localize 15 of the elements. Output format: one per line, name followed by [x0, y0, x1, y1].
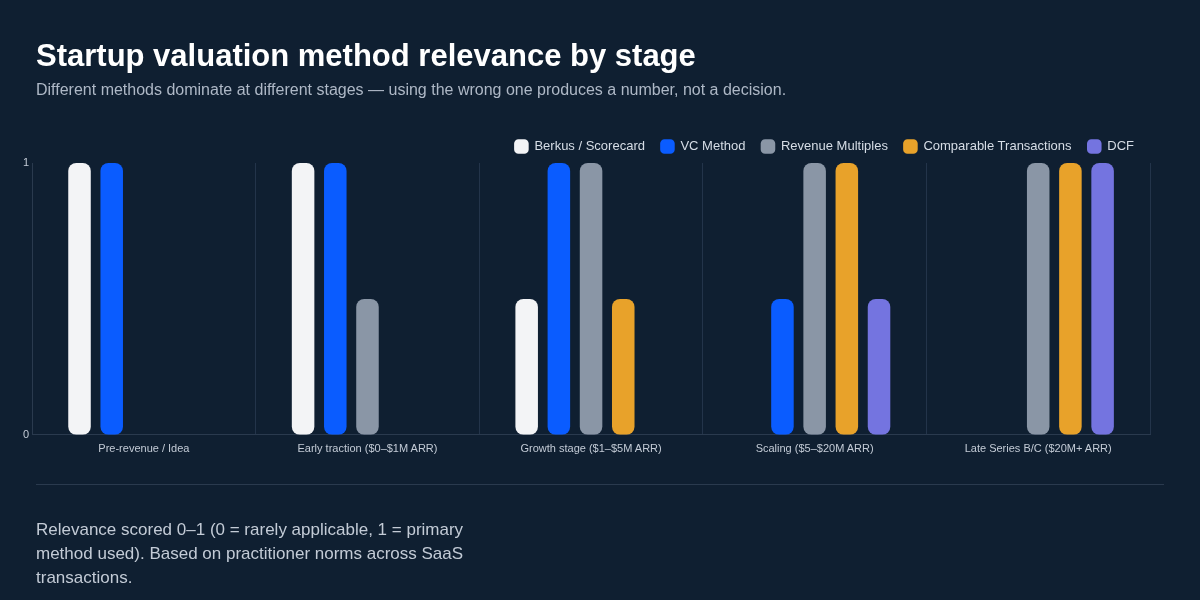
- x-tick-label: Pre-revenue / Idea: [98, 442, 191, 455]
- legend-label: Comparable Transactions: [923, 138, 1073, 154]
- legend-label: Berkus / Scorecard: [534, 138, 645, 154]
- x-tick-label: Late Series B/C ($20M+ ARR): [964, 442, 1112, 455]
- legend-label: DCF: [1107, 138, 1135, 154]
- text: Relevance scored 0–1 (0 = rarely applicable, 1 = primary method used). Based on practitioner norms across SaaS transactions.: [36, 519, 465, 589]
- chart-title: Startup valuation method relevance by stage: [36, 38, 696, 74]
- legend-label: VC Method: [680, 138, 746, 154]
- x-tick-label: Growth stage ($1–$5M ARR): [520, 442, 662, 455]
- y-tick-label: 1: [22, 156, 30, 169]
- y-tick-label: 0: [22, 427, 30, 440]
- x-tick-label: Scaling ($5–$20M ARR): [755, 442, 874, 455]
- x-tick-label: Early traction ($0–$1M ARR): [297, 442, 438, 455]
- chart-subtitle: Different methods dominate at different stages — using the wrong one produces a number, not a decision.: [36, 81, 787, 99]
- legend-label: Revenue Multiples: [780, 138, 889, 154]
